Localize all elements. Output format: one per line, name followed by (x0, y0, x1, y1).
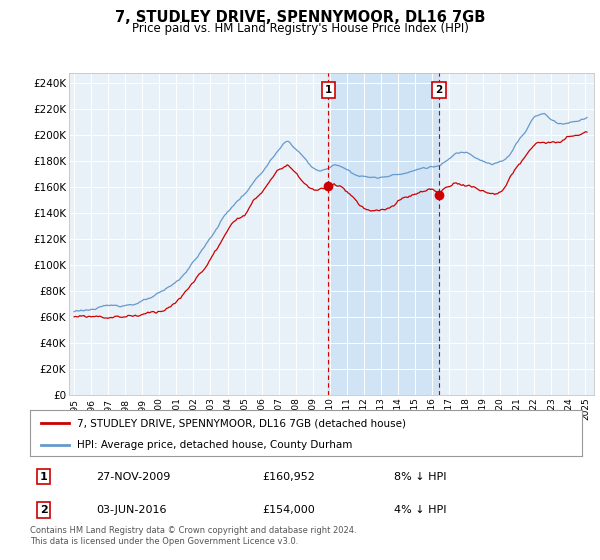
Text: 1: 1 (40, 472, 47, 482)
Text: 27-NOV-2009: 27-NOV-2009 (96, 472, 170, 482)
Text: HPI: Average price, detached house, County Durham: HPI: Average price, detached house, Coun… (77, 440, 352, 450)
Text: £154,000: £154,000 (262, 505, 314, 515)
Text: 7, STUDLEY DRIVE, SPENNYMOOR, DL16 7GB (detached house): 7, STUDLEY DRIVE, SPENNYMOOR, DL16 7GB (… (77, 418, 406, 428)
Text: 7, STUDLEY DRIVE, SPENNYMOOR, DL16 7GB: 7, STUDLEY DRIVE, SPENNYMOOR, DL16 7GB (115, 10, 485, 25)
Text: 8% ↓ HPI: 8% ↓ HPI (394, 472, 447, 482)
Text: 1: 1 (325, 85, 332, 95)
Bar (328, 73, 439, 395)
Text: Contains HM Land Registry data © Crown copyright and database right 2024.
This d: Contains HM Land Registry data © Crown c… (30, 526, 356, 546)
Text: Price paid vs. HM Land Registry's House Price Index (HPI): Price paid vs. HM Land Registry's House … (131, 22, 469, 35)
Text: 03-JUN-2016: 03-JUN-2016 (96, 505, 167, 515)
Text: 4% ↓ HPI: 4% ↓ HPI (394, 505, 447, 515)
Text: 2: 2 (40, 505, 47, 515)
Text: £160,952: £160,952 (262, 472, 315, 482)
Text: 2: 2 (436, 85, 443, 95)
